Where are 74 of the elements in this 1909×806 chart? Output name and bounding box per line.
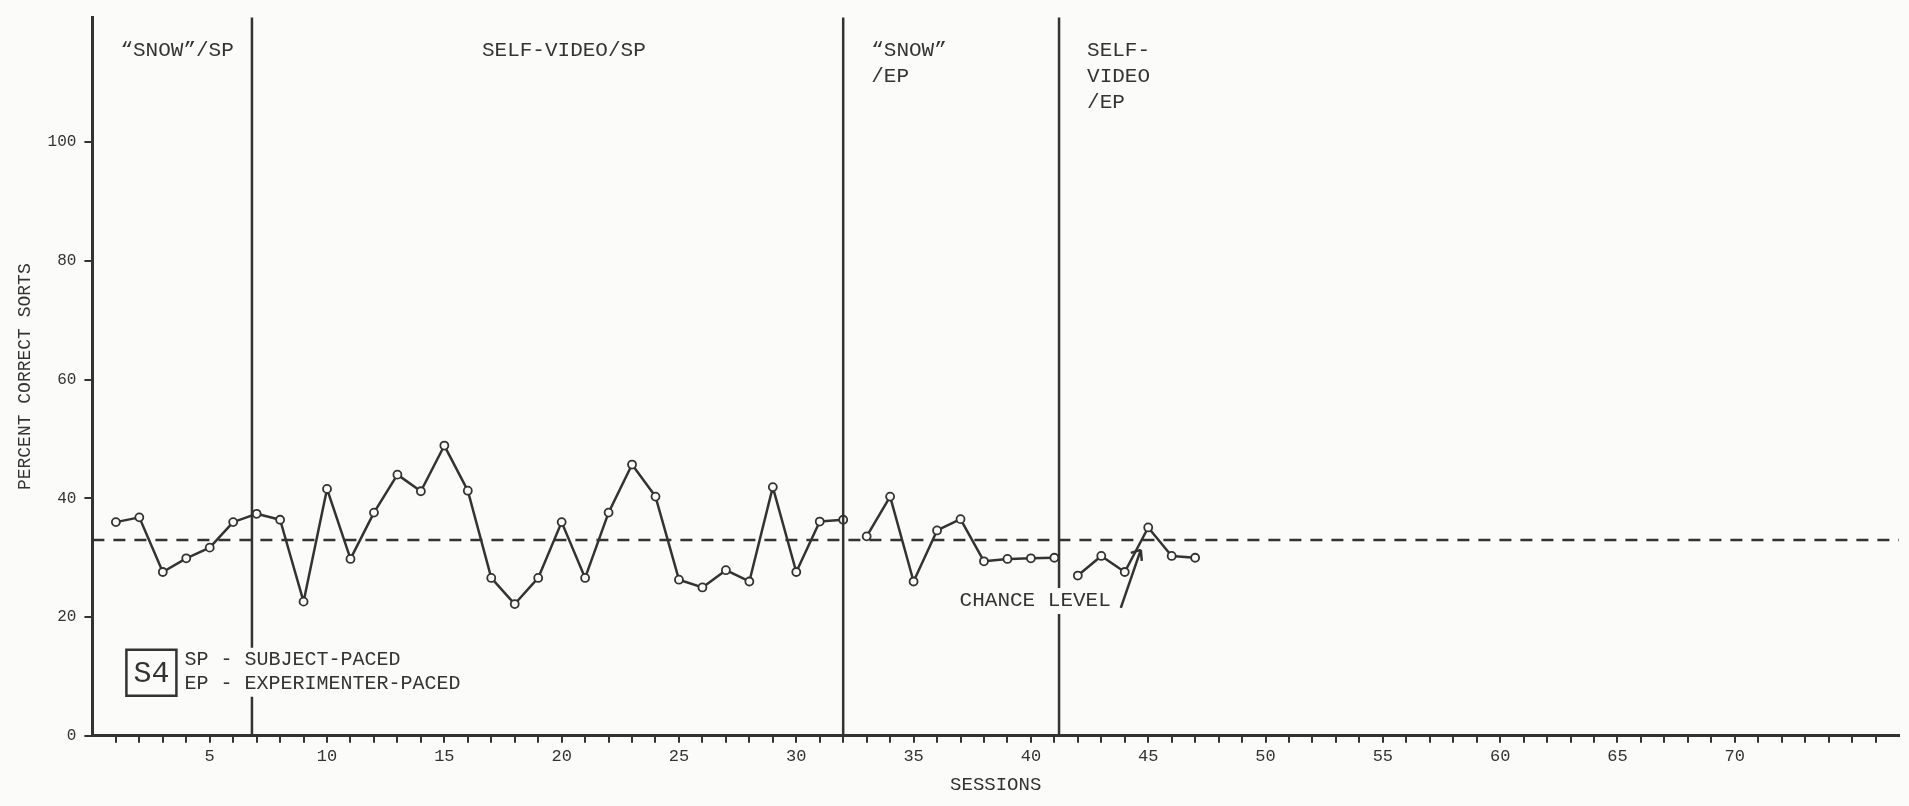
annotation: “SNOW”/SP [120, 38, 234, 62]
y-tick-label: 100 [47, 133, 77, 152]
point [556, 517, 567, 528]
x-tick-label: 60 [1489, 746, 1511, 766]
x-tick-label: 55 [1372, 746, 1394, 766]
point [932, 525, 942, 536]
point [580, 573, 591, 583]
point [720, 565, 731, 576]
point [486, 573, 497, 583]
point [908, 576, 919, 587]
point [134, 512, 145, 523]
point [392, 469, 403, 480]
x-tick-label: 5 [204, 746, 215, 766]
point [814, 516, 825, 527]
x-tick-label: 40 [1020, 746, 1042, 766]
x-tick-label: 35 [903, 746, 924, 766]
point [1119, 567, 1130, 577]
point [603, 507, 614, 518]
point [885, 491, 896, 502]
point [1143, 522, 1154, 533]
point [1096, 551, 1107, 561]
point [462, 485, 473, 496]
point [791, 567, 802, 577]
point [1166, 551, 1177, 561]
point [744, 576, 755, 587]
point [767, 482, 778, 492]
annotation: SP - SUBJECT-PACED [184, 648, 401, 672]
x-tick-label: 15 [434, 746, 455, 766]
point [650, 491, 661, 502]
x-tick-label: 65 [1607, 746, 1628, 766]
point [1026, 553, 1036, 564]
point [1072, 570, 1083, 581]
x-axis-title: SESSIONS [950, 773, 1042, 796]
point [627, 459, 637, 470]
point [369, 507, 379, 518]
point [110, 517, 121, 528]
point [157, 567, 168, 577]
x-tick-label: 30 [786, 746, 807, 766]
point [697, 582, 708, 593]
point [228, 517, 239, 528]
annotation: SELF-VIDEO/SP [481, 38, 646, 62]
point [181, 553, 192, 564]
y-tick-label: 80 [57, 252, 77, 271]
y-axis-title: PERCENT CORRECT SORTS [14, 263, 35, 491]
y-tick-label: 60 [57, 370, 77, 389]
point [509, 599, 520, 609]
point [322, 483, 332, 494]
point [439, 440, 450, 451]
ref-line-label: CHANCE LEVEL [959, 588, 1111, 612]
point [533, 573, 544, 583]
x-tick-label: 25 [668, 746, 690, 766]
x-tick-label: 10 [316, 746, 338, 766]
annotation: “SNOW” /EP [871, 38, 947, 88]
x-tick-label: 20 [551, 746, 572, 766]
point [298, 596, 309, 607]
point [955, 514, 966, 525]
y-tick-label: 20 [57, 608, 77, 627]
y-tick-label: 0 [66, 727, 77, 746]
x-tick-label: 45 [1138, 746, 1159, 766]
annotation: SELF- VIDEO /EP [1087, 38, 1151, 114]
annotation: S4 [133, 656, 170, 691]
point [415, 486, 426, 497]
point [204, 542, 215, 553]
point [1190, 552, 1201, 563]
point [275, 514, 285, 525]
y-tick-label: 40 [57, 489, 77, 508]
point [979, 556, 989, 567]
point [861, 531, 872, 542]
x-tick-label: 50 [1255, 746, 1276, 766]
point [1002, 554, 1013, 564]
point [674, 574, 684, 585]
x-tick-label: 70 [1724, 746, 1745, 766]
annotation: EP - EXPERIMENTER-PACED [184, 672, 461, 696]
point [345, 554, 356, 564]
